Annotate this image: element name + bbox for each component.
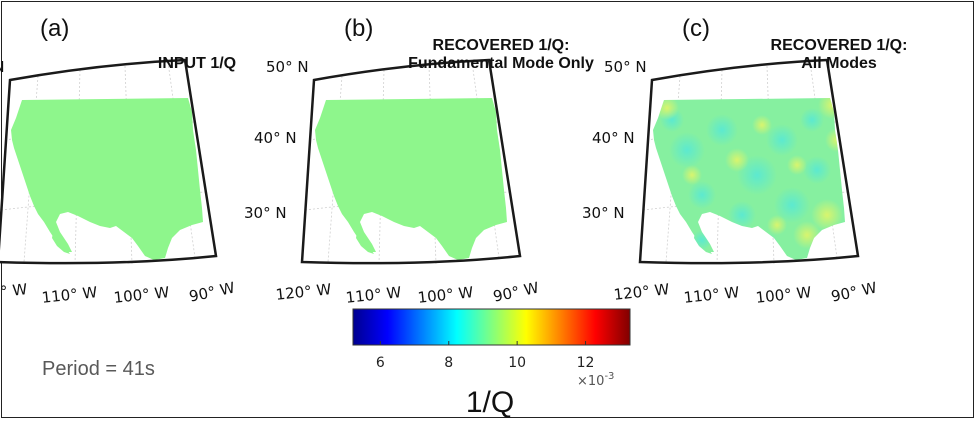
- high-q-anomaly: [811, 199, 843, 231]
- map-border: [0, 58, 218, 265]
- high-q-anomaly: [767, 215, 787, 235]
- region-fill: [11, 98, 203, 260]
- region-fill: [315, 98, 507, 260]
- map-border: [638, 58, 860, 265]
- low-q-anomaly: [688, 181, 716, 209]
- panel-b: (b) 50° N 40° N 30° N 120° W 110° W 100° W 90°…: [244, 15, 594, 307]
- latitude-label: 40° N: [254, 129, 297, 147]
- baja-fill: [52, 232, 70, 254]
- latitude-label: 50° N: [266, 58, 309, 76]
- longitude-label: 90° W: [492, 278, 541, 305]
- latitude-label: 50° N: [604, 58, 647, 76]
- colorbar-tick-label: 10: [508, 355, 526, 371]
- colorbar-tick-label: 8: [444, 355, 453, 371]
- longitude-label: 120° W: [0, 280, 28, 304]
- panel-label: (b): [344, 15, 373, 42]
- longitude-label: 110° W: [41, 283, 98, 307]
- longitude-label: 90° W: [188, 278, 237, 305]
- longitude-label: 110° W: [683, 283, 740, 307]
- map-border: [300, 58, 522, 265]
- longitude-label: 110° W: [345, 283, 402, 307]
- high-q-anomaly: [725, 148, 749, 172]
- colorbar-tick-label: 12: [577, 355, 595, 371]
- map-all-modes: 50° N 40° N 30° N 120° W 110° W 100° W 90° W: [582, 58, 879, 307]
- low-q-anomaly: [800, 108, 824, 132]
- panel-title-line: RECOVERED 1/Q:: [771, 37, 908, 54]
- anomaly-pattern: [655, 98, 845, 257]
- panel-title-line: Fundamental Mode Only: [408, 55, 594, 72]
- panel-title-line: RECOVERED 1/Q:: [433, 37, 570, 54]
- colorbar-tick-label: 6: [376, 355, 385, 371]
- longitude-label: 100° W: [417, 283, 474, 307]
- colorbar-ticks: 6 8 10 12: [376, 341, 595, 371]
- baja-fill: [356, 232, 374, 254]
- period-label: Period = 41s: [42, 358, 155, 380]
- colorbar-multiplier: ×10-3: [577, 371, 614, 389]
- high-q-anomaly: [682, 165, 702, 185]
- longitude-label: 120° W: [275, 280, 332, 304]
- low-q-anomaly: [803, 156, 831, 184]
- latitude-label: 30° N: [582, 204, 625, 222]
- low-q-anomaly: [728, 201, 756, 229]
- colorbar: 6 8 10 12 ×10-3 1/Q: [352, 308, 631, 419]
- latitude-label: 30° N: [244, 204, 287, 222]
- latitude-label: 50° N: [0, 58, 5, 76]
- low-q-anomaly: [766, 124, 798, 156]
- panel-title-line: All Modes: [801, 55, 877, 72]
- map-fundamental: 50° N 40° N 30° N 120° W 110° W 100° W 90° W: [244, 58, 541, 307]
- colorbar-label: 1/Q: [466, 386, 514, 419]
- colorbar-gradient: [352, 308, 631, 346]
- low-q-anomaly: [774, 187, 810, 223]
- panel-title-line: INPUT 1/Q: [158, 55, 236, 72]
- low-q-anomaly: [669, 132, 705, 168]
- longitude-label: 90° W: [830, 278, 879, 305]
- high-q-anomaly: [787, 155, 807, 175]
- high-q-anomaly: [752, 115, 772, 135]
- latitude-label: 40° N: [592, 129, 635, 147]
- longitude-label: 100° W: [113, 283, 170, 307]
- longitude-label: 120° W: [613, 280, 670, 304]
- longitude-label: 100° W: [755, 283, 812, 307]
- panel-label: (c): [682, 15, 710, 42]
- panel-c: (c) 50° N 40° N 30° N 120° W 110° W 100° W 90°…: [582, 15, 907, 307]
- low-q-anomaly: [706, 114, 738, 146]
- panel-label: (a): [40, 15, 69, 42]
